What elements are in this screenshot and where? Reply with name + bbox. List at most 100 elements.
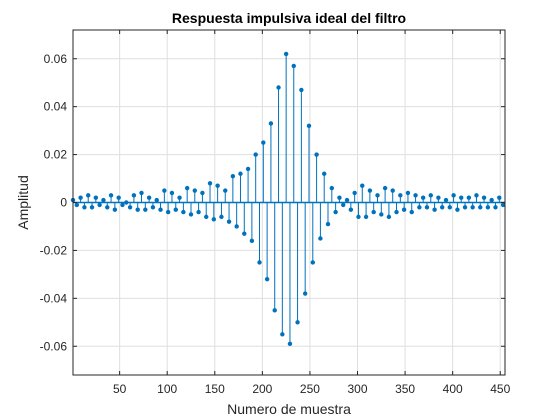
stem-marker [105, 205, 110, 210]
stem-marker [188, 212, 194, 217]
stem-marker [101, 197, 106, 203]
stem-marker [78, 195, 83, 200]
stem-marker [264, 276, 270, 282]
stem-marker [135, 207, 140, 212]
stem-marker [177, 195, 182, 200]
stem-marker [432, 207, 437, 212]
stem-marker [390, 188, 395, 193]
stem-marker [89, 205, 95, 210]
stem-marker [417, 205, 422, 210]
stem-marker [93, 195, 99, 200]
x-tick-label: 100 [157, 382, 177, 396]
stem-marker [146, 195, 152, 200]
stem-marker [302, 291, 308, 296]
x-tick-label: 50 [113, 382, 127, 396]
x-tick-label: 400 [443, 382, 463, 396]
stem-marker [481, 195, 487, 200]
stem-marker [436, 195, 441, 200]
stem-marker [314, 152, 319, 157]
stem-marker [413, 193, 418, 198]
stem-marker [200, 190, 205, 196]
stem-marker [310, 260, 315, 265]
stem-marker [401, 207, 407, 212]
x-tick-label: 250 [300, 382, 320, 396]
stem-marker [143, 207, 148, 212]
stem-marker [253, 152, 258, 157]
stem-marker [162, 188, 167, 193]
stem-marker [485, 205, 491, 210]
stem-marker [272, 308, 277, 313]
stem-marker [238, 171, 243, 176]
stem-marker [462, 205, 468, 210]
stem-marker [352, 190, 357, 196]
stem-marker [211, 217, 217, 222]
stem-marker [306, 123, 312, 129]
stem-marker [344, 197, 350, 203]
stem-marker [219, 214, 224, 220]
stem-marker [409, 209, 414, 215]
y-tick-label: 0 [60, 196, 67, 210]
stem-marker [428, 193, 433, 198]
stem-marker [500, 202, 506, 208]
x-tick-label: 300 [347, 382, 367, 396]
x-tick-label: 350 [395, 382, 415, 396]
y-axis-label: Amplitud [15, 175, 31, 229]
stem-marker [181, 209, 186, 215]
stem-marker [158, 207, 163, 212]
stem-marker [245, 166, 251, 172]
stem-marker [379, 212, 384, 217]
stem-marker [82, 205, 87, 210]
y-tick-label: -0.04 [40, 291, 68, 305]
y-tick-labels: -0.06 -0.04 -0.02 0 0.02 0.04 0.06 [40, 52, 68, 354]
stem-marker [287, 341, 293, 347]
stem-marker [249, 238, 255, 244]
stem-marker [443, 197, 449, 203]
stem-marker [268, 121, 274, 126]
stem-marker [131, 193, 137, 198]
stem-marker [223, 188, 228, 193]
stem-marker [470, 205, 475, 210]
stem-marker [215, 183, 220, 188]
stem-marker [127, 205, 133, 210]
stem-marker [386, 214, 392, 220]
stem-marker [363, 214, 369, 220]
x-tick-label: 200 [252, 382, 272, 396]
stem-marker [455, 207, 460, 212]
stem-marker [447, 205, 453, 210]
stem-marker [295, 320, 300, 325]
stem-marker [451, 193, 456, 198]
stem-marker [398, 193, 403, 198]
x-tick-label: 150 [205, 382, 225, 396]
stem-marker [184, 185, 190, 191]
stem-marker [192, 188, 197, 193]
stem-marker [242, 231, 247, 236]
stem-marker [139, 190, 144, 196]
x-tick-label: 450 [490, 382, 510, 396]
stem-marker [204, 214, 209, 220]
stem-marker [97, 202, 102, 208]
stem-marker [382, 185, 388, 191]
tick-marks [73, 30, 505, 375]
stem-marker [120, 202, 125, 208]
stem-marker [261, 140, 266, 145]
stem-marker [291, 63, 296, 69]
x-tick-labels: 50 100 150 200 250 300 350 400 450 [113, 382, 511, 396]
stem-marker [226, 219, 232, 224]
stem-marker [367, 188, 373, 193]
stem-marker [424, 205, 430, 210]
y-tick-label: 0.04 [44, 100, 68, 114]
stem-marker [108, 193, 114, 198]
stem-marker [375, 193, 380, 198]
stem-series [70, 51, 506, 347]
stem-marker [280, 332, 285, 337]
stem-marker [489, 197, 494, 203]
stem-marker [257, 260, 262, 265]
stem-marker [234, 224, 239, 229]
y-tick-label: -0.02 [40, 243, 68, 257]
stem-marker [276, 85, 281, 90]
stem-marker [173, 207, 178, 212]
y-tick-label: 0.02 [44, 148, 68, 162]
stem-marker [459, 195, 464, 200]
stem-marker [333, 209, 338, 215]
stem-marker [112, 207, 118, 212]
